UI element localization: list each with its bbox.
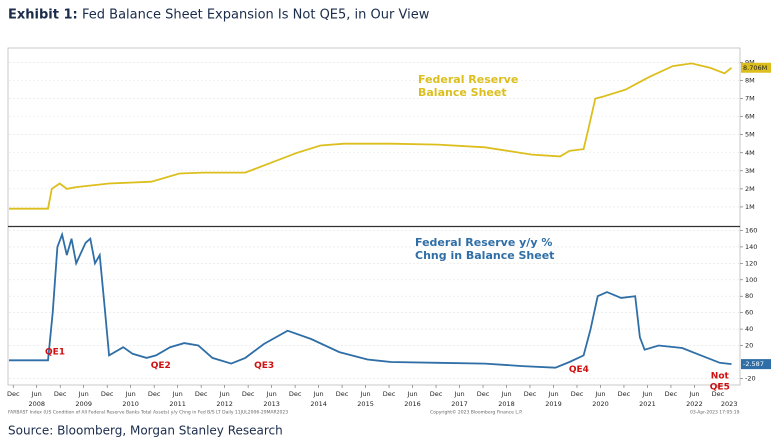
y-tick-label: -20 <box>745 374 756 382</box>
x-tick-label: Dec <box>7 390 20 398</box>
footnote: FARBAST Index (US Condition of All Feder… <box>8 410 288 416</box>
x-tick-label: Jun <box>125 390 136 398</box>
qe-label: QE1 <box>45 348 65 358</box>
last-value-box <box>741 359 771 370</box>
x-tick-label: Dec <box>54 390 67 398</box>
x-tick-label: Jun <box>453 390 464 398</box>
source: Source: Bloomberg, Morgan Stanley Resear… <box>8 424 283 438</box>
x-tick-label: Dec <box>336 390 349 398</box>
x-tick-label: Jun <box>266 390 277 398</box>
x-year-label: 2010 <box>122 400 139 408</box>
y-tick-label: 20 <box>745 342 753 350</box>
x-year-label: 2009 <box>75 400 92 408</box>
qe-label: QE2 <box>151 361 171 371</box>
frame <box>7 47 741 386</box>
y-tick-label: 160 <box>745 226 757 234</box>
y-tick-label: 4M <box>745 149 755 157</box>
x-year-label: 2013 <box>263 400 280 408</box>
annotation: Federal Reserve y/y % <box>415 236 552 249</box>
x-tick-label: Jun <box>688 390 699 398</box>
y-tick-label: 140 <box>745 243 757 251</box>
chart-title: Fed Balance Sheet Expansion Is Not QE5, … <box>82 8 430 23</box>
title-prefix: Exhibit 1: <box>8 8 78 23</box>
y-tick-label: 2M <box>745 185 755 193</box>
x-tick-label: Jun <box>313 390 324 398</box>
qe-label: Not <box>711 371 730 381</box>
x-tick-label: Dec <box>101 390 114 398</box>
x-year-label: 2016 <box>404 400 421 408</box>
y-tick-label: 100 <box>745 276 757 284</box>
x-tick-label: Dec <box>289 390 302 398</box>
last-value-box <box>741 62 771 73</box>
annotation: Chng in Balance Sheet <box>415 249 554 262</box>
x-tick-label: Jun <box>500 390 511 398</box>
x-year-label: 2014 <box>310 400 327 408</box>
x-year-label: 2020 <box>592 400 609 408</box>
x-year-label: 2021 <box>639 400 656 408</box>
qe-label: QE3 <box>254 361 274 371</box>
qe-label: QE5 <box>710 382 730 392</box>
y-tick-label: 9M <box>745 58 755 66</box>
x-tick-label: Dec <box>195 390 208 398</box>
y-tick-label: 6M <box>745 113 755 121</box>
x-tick-label: Dec <box>477 390 490 398</box>
x-tick-label: Jun <box>359 390 370 398</box>
y-tick-label: 120 <box>745 259 757 267</box>
y-tick-label: 40 <box>745 325 753 333</box>
x-tick-label: Dec <box>148 390 161 398</box>
x-tick-label: Dec <box>383 390 396 398</box>
x-year-label: 2023 <box>721 400 738 408</box>
last-value-label: 8.706M <box>743 64 767 72</box>
x-tick-label: Dec <box>618 390 631 398</box>
x-tick-label: Jun <box>78 390 89 398</box>
last-value-label: -2.587 <box>743 360 764 368</box>
y-tick-label: 60 <box>745 309 753 317</box>
x-tick-label: Dec <box>665 390 678 398</box>
x-tick-label: Dec <box>524 390 537 398</box>
x-tick-label: Jun <box>172 390 183 398</box>
annotation: Balance Sheet <box>418 86 507 99</box>
x-year-label: 2022 <box>686 400 703 408</box>
x-year-label: 2019 <box>545 400 562 408</box>
y-tick-label: 1M <box>745 203 755 211</box>
y-tick-label: 7M <box>745 95 755 103</box>
y-tick-label: 8M <box>745 77 755 85</box>
x-year-label: 2008 <box>28 400 45 408</box>
x-year-label: 2017 <box>451 400 468 408</box>
x-tick-label: Dec <box>430 390 443 398</box>
y-tick-label: 3M <box>745 167 755 175</box>
x-tick-label: Dec <box>712 390 725 398</box>
x-year-label: 2012 <box>216 400 233 408</box>
x-tick-label: Jun <box>31 390 42 398</box>
x-year-label: 2018 <box>498 400 515 408</box>
x-tick-label: Jun <box>641 390 652 398</box>
x-tick-label: Dec <box>571 390 584 398</box>
annotation: Federal Reserve <box>418 73 518 86</box>
x-tick-label: Jun <box>219 390 230 398</box>
y-tick-label: 5M <box>745 131 755 139</box>
x-year-label: 2015 <box>357 400 374 408</box>
qe-label: QE4 <box>569 365 589 375</box>
x-tick-label: Jun <box>594 390 605 398</box>
footnote: Copyright© 2023 Bloomberg Finance L.P. <box>430 409 523 416</box>
x-tick-label: Dec <box>242 390 255 398</box>
data-line <box>9 62 733 210</box>
x-tick-label: Jun <box>547 390 558 398</box>
data-line <box>9 231 732 369</box>
footnote: 03-Apr-2023 17:05:19 <box>690 410 740 416</box>
x-tick-label: Jun <box>406 390 417 398</box>
y-tick-label: 80 <box>745 292 753 300</box>
x-year-label: 2011 <box>169 400 186 408</box>
